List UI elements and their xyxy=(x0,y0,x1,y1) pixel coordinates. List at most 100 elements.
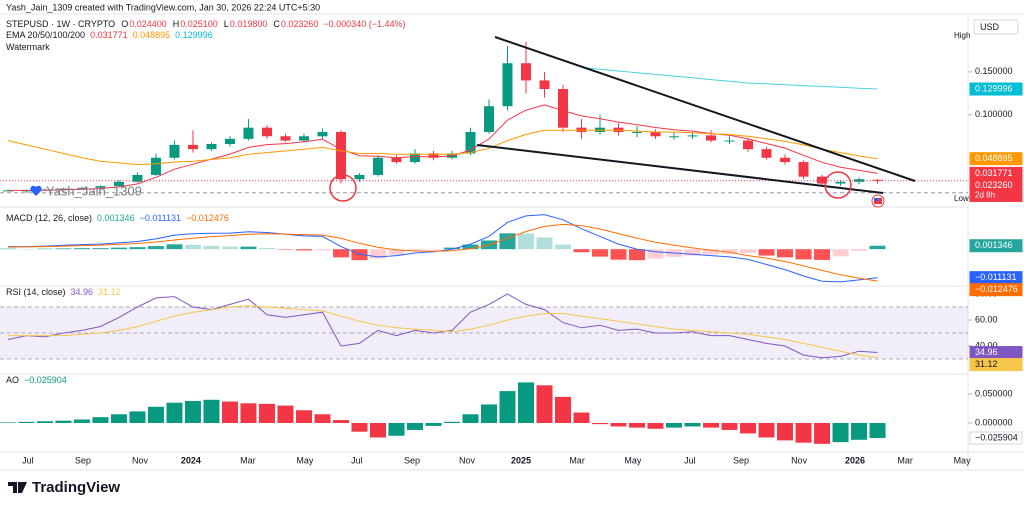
candle-body xyxy=(706,135,717,141)
indicator-name: EMA 20/50/100/200 xyxy=(6,30,85,40)
candle-body xyxy=(298,136,309,141)
histogram-bar xyxy=(110,247,127,250)
brand-name[interactable]: TradingView xyxy=(32,479,120,496)
legend: RSI (14, close) 34.96 31.12 xyxy=(6,287,121,297)
candle-body xyxy=(502,63,513,107)
x-tick-label: Sep xyxy=(75,455,91,465)
rsi-line xyxy=(7,293,878,359)
ao-bar xyxy=(166,402,183,423)
candle-body xyxy=(817,176,828,184)
candle-body xyxy=(669,136,680,138)
histogram-bar xyxy=(592,249,609,257)
legend: MACD (12, 26, close) 0.001346 −0.011131 −0.… xyxy=(6,213,229,223)
x-tick-label: Mar xyxy=(569,455,585,465)
y-tick-label: 0.100000 xyxy=(975,109,1013,119)
highlight-circle xyxy=(824,171,852,199)
ao-bar xyxy=(851,422,868,440)
x-tick-label: May xyxy=(296,455,314,465)
candle-body xyxy=(391,157,402,163)
event-flag-canton xyxy=(874,198,878,201)
histogram-bar xyxy=(258,247,275,250)
candle-body xyxy=(483,106,494,132)
ao-bar xyxy=(351,422,368,432)
price-badge xyxy=(969,239,1023,253)
price-badge xyxy=(969,152,1023,166)
histogram-bar xyxy=(425,249,442,250)
histogram-bar xyxy=(184,244,201,250)
indicator-name: MACD (12, 26, close) xyxy=(6,213,92,223)
ohlc-key: L xyxy=(224,19,229,29)
histogram-bar xyxy=(610,249,627,260)
candle-body xyxy=(465,131,476,154)
candle-body xyxy=(372,157,383,175)
ao-bar xyxy=(758,422,775,438)
ao-bar xyxy=(647,422,664,429)
indicator-value: 0.129996 xyxy=(175,30,213,40)
candle-body xyxy=(113,181,124,187)
ao-bar xyxy=(555,396,572,423)
candle-body xyxy=(335,131,346,180)
price-badge-label: 0.129996 xyxy=(975,83,1013,93)
candle-body xyxy=(280,136,291,141)
ao-bar xyxy=(777,422,794,441)
ao-bar xyxy=(499,391,516,423)
indicator-name: RSI (14, close) xyxy=(6,287,66,297)
histogram-bar xyxy=(0,248,16,250)
histogram-bar xyxy=(240,246,257,250)
y-tick-label: 0.050000 xyxy=(975,388,1013,398)
ao-bar xyxy=(592,422,609,425)
indicator-name: AO xyxy=(6,375,19,385)
currency-box[interactable] xyxy=(973,19,1019,35)
indicator-value: −0.011131 xyxy=(140,213,181,223)
price-badge-label: 31.12 xyxy=(975,359,998,369)
candle-body xyxy=(243,127,254,139)
pane xyxy=(0,293,968,360)
indicator-value: −0.012476 xyxy=(186,213,229,223)
histogram-bar xyxy=(814,249,831,260)
brand: TradingView xyxy=(8,479,120,496)
x-tick-label: Nov xyxy=(132,455,149,465)
ao-bar xyxy=(295,410,312,423)
legends: STEPUSD · 1W · CRYPTO O0.024400 H0.025100 L… xyxy=(6,19,405,385)
candle-body xyxy=(224,138,235,144)
histogram-bar xyxy=(629,249,646,261)
symbol: STEPUSD · 1W · CRYPTO xyxy=(6,19,115,29)
histogram-bar xyxy=(203,245,220,250)
candle-body xyxy=(354,174,365,180)
x-tick-label: Sep xyxy=(733,455,749,465)
price-badge-label: 34.96 xyxy=(975,347,998,357)
legend: EMA 20/50/100/200 0.031771 0.048895 0.12999… xyxy=(6,30,213,40)
histogram-bar xyxy=(92,248,109,250)
ao-bar xyxy=(869,422,886,439)
candle-body xyxy=(632,131,643,133)
ao-bar xyxy=(18,421,35,423)
ohlc-value: 0.025100 xyxy=(180,19,218,29)
ao-bar xyxy=(573,412,590,423)
price-badge xyxy=(969,431,1023,445)
ao-bar xyxy=(832,422,849,443)
histogram-bar xyxy=(555,244,572,250)
price-axis: 0.1500000.1000000.02000080.0060.0040.000… xyxy=(954,66,1023,445)
candle-body xyxy=(558,89,569,128)
histogram-bar xyxy=(147,246,164,250)
histogram-bar xyxy=(721,249,738,254)
indicator-value: −0.025904 xyxy=(24,375,67,385)
brand-logo-dot xyxy=(18,482,23,487)
currency[interactable]: USD xyxy=(980,22,1000,32)
macd-line xyxy=(7,223,878,282)
candle-body xyxy=(187,144,198,150)
histogram-bar xyxy=(55,248,72,250)
price-badge-label: −0.025904 xyxy=(975,432,1018,442)
x-tick-label: Sep xyxy=(404,455,420,465)
candle-body xyxy=(428,153,439,158)
candle-body xyxy=(780,157,791,163)
highlight-circle xyxy=(329,174,357,202)
ao-bar xyxy=(92,417,109,423)
indicator-value: 0.001346 xyxy=(97,213,135,223)
candle-body xyxy=(835,181,846,184)
candle-body xyxy=(206,144,217,150)
candle-body xyxy=(872,179,883,181)
ao-bar xyxy=(55,420,72,423)
drawings xyxy=(329,36,916,202)
header-caption: Yash_Jain_1309 created with TradingView.… xyxy=(6,2,320,12)
